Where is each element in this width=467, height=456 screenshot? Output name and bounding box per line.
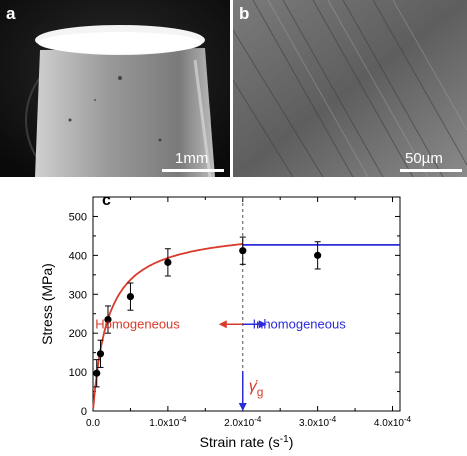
y-tick-label: 400: [69, 250, 87, 262]
y-axis-label: Stress (MPa): [39, 263, 55, 345]
critical-rate-label: γ̇g: [249, 378, 264, 399]
panel-b-micrograph: b 50µm: [233, 0, 467, 177]
scale-bar-b: [400, 169, 462, 172]
inhomogeneous-label: Inhomogeneous: [252, 316, 346, 331]
data-point: [314, 251, 322, 259]
scale-label-b: 50µm: [405, 150, 443, 167]
data-point: [239, 247, 247, 255]
data-point: [93, 369, 101, 377]
pillar-image: [0, 0, 230, 177]
y-tick-label: 100: [69, 367, 87, 379]
critical-rate-arrow-head: [238, 403, 247, 411]
y-tick-label: 300: [69, 289, 87, 301]
x-tick-label: 2.0x10-4: [224, 415, 262, 429]
y-tick-label: 0: [81, 406, 87, 418]
data-point: [104, 315, 112, 324]
x-tick-label: 3.0x10-4: [299, 415, 337, 429]
arrow-right-head: [258, 320, 267, 329]
panel-a-micrograph: a 1mm: [0, 0, 230, 177]
x-tick-label: 4.0x10-4: [374, 415, 412, 429]
surface-image: [233, 0, 467, 177]
arrow-left-head: [218, 320, 227, 329]
homogeneous-label: Homogeneous: [95, 316, 180, 331]
y-tick-label: 200: [69, 328, 87, 340]
scale-label-a: 1mm: [175, 150, 209, 167]
x-tick-label: 0.0: [86, 418, 100, 429]
panel-a-label: a: [6, 4, 16, 23]
y-tick-label: 500: [69, 211, 87, 223]
scale-bar-a: [162, 169, 224, 172]
data-point: [96, 350, 105, 358]
data-point: [126, 293, 135, 301]
stress-strain-rate-chart: c 0 100 200 300 400 500 0.0 1.0x10-4 2.0x10-4 3.0…: [39, 192, 412, 450]
panel-b-label: b: [239, 4, 250, 23]
panel-c-label: c: [102, 192, 111, 209]
x-axis-label: Strain rate (s-1): [200, 434, 294, 450]
data-point: [164, 258, 172, 266]
plot-frame: [92, 196, 401, 412]
x-tick-label: 1.0x10-4: [149, 415, 187, 429]
